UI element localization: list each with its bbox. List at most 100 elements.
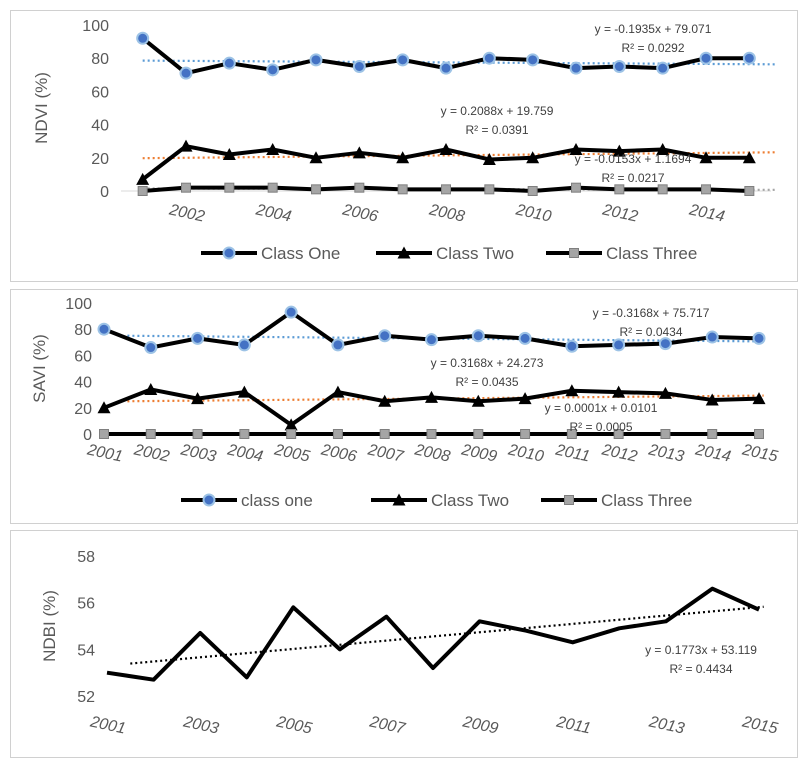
savi-x-tick-2001: 2001: [85, 441, 124, 465]
savi-point-class-one-2004: [239, 339, 250, 350]
ndvi-x-tick-2012: 2012: [600, 201, 639, 225]
savi-y-tick-100: 100: [65, 296, 92, 313]
savi-point-class-three-2009: [474, 430, 483, 439]
ndbi-y-tick-54: 54: [77, 642, 95, 659]
ndbi-y-tick-58: 58: [77, 549, 95, 566]
ndvi-y-tick-0: 0: [100, 184, 109, 201]
ndbi-x-tick-2001: 2001: [88, 713, 127, 737]
savi-chart-panel: 0 20 40 60 80 100 SAVI (%) 2001 2002 2003 2004 2005…: [10, 289, 798, 524]
ndbi-line-1: [107, 589, 759, 680]
ndvi-y-tick-60: 60: [91, 84, 109, 101]
savi-x-tick-2011: 2011: [553, 441, 591, 465]
savi-trend-r2-3: R² = 0.0005: [569, 420, 632, 434]
savi-point-class-three-2005: [287, 430, 296, 439]
savi-point-class-one-2005: [286, 307, 297, 318]
ndbi-chart: 52545658NDBI (%)2001 2003 2005 2007 2009 2011…: [11, 531, 797, 757]
savi-x-tick-2003: 2003: [178, 441, 217, 465]
ndbi-chart-panel: 52 54 56 58 NDBI (%) 2001 2003 2005 2007 2009 2011…: [10, 530, 798, 758]
ndvi-y-tick-80: 80: [91, 51, 109, 68]
savi-point-class-one-2012: [613, 339, 624, 350]
savi-point-class-three-2002: [146, 430, 155, 439]
savi-point-class-one-2015: [754, 333, 765, 344]
ndvi-point-class-one-2013: [657, 63, 668, 74]
ndvi-point-class-three-2005: [312, 185, 321, 194]
savi-point-class-three-2008: [427, 430, 436, 439]
savi-point-class-one-2003: [192, 333, 203, 344]
ndvi-point-class-one-2012: [614, 61, 625, 72]
savi-x-tick-2008: 2008: [412, 441, 451, 465]
ndvi-point-class-three-2014: [702, 185, 711, 194]
savi-x-tick-2012: 2012: [599, 441, 638, 465]
ndbi-x-tick-2005: 2005: [274, 713, 313, 737]
ndvi-point-class-three-2009: [485, 185, 494, 194]
ndvi-series-class-one: [137, 33, 755, 79]
savi-point-class-one-2013: [660, 338, 671, 349]
ndbi-x-tick-2009: 2009: [460, 713, 499, 737]
ndvi-point-class-three-2013: [658, 185, 667, 194]
savi-trend-equation-3: y = 0.0001x + 0.0101: [545, 401, 658, 415]
savi-point-class-three-2007: [380, 430, 389, 439]
ndbi-y-tick-56: 56: [77, 596, 95, 613]
ndvi-point-class-one-2009: [484, 53, 495, 64]
savi-trend-equation-2: y = 0.3168x + 24.273: [431, 356, 544, 370]
ndvi-x-axis: 2002 2004 2006 2008 2010 2012 2014: [167, 201, 726, 225]
ndvi-y-tick-20: 20: [91, 151, 109, 168]
ndvi-x-tick-2006: 2006: [340, 201, 379, 225]
ndbi-trend-r2-1: R² = 0.4434: [669, 662, 732, 676]
ndvi-y-axis: 0 20 40 60 80 100: [82, 18, 109, 201]
savi-point-class-one-2010: [520, 333, 531, 344]
savi-point-class-three-2010: [521, 430, 530, 439]
ndvi-point-class-three-2012: [615, 185, 624, 194]
ndvi-legend-label-class-two: Class Two: [436, 244, 514, 263]
ndvi-point-class-one-2002: [181, 68, 192, 79]
ndvi-trend-equation-1: y = -0.1935x + 79.071: [595, 22, 712, 36]
ndvi-legend-marker-class-one: [224, 248, 235, 259]
ndvi-point-class-three-2003: [225, 183, 234, 192]
ndvi-point-class-one-2004: [267, 64, 278, 75]
savi-point-class-three-2003: [193, 430, 202, 439]
savi-x-tick-2005: 2005: [272, 441, 311, 465]
ndvi-point-class-one-2011: [571, 63, 582, 74]
ndvi-y-tick-100: 100: [82, 18, 109, 35]
ndvi-chart-panel: 0 20 40 60 80 100 NDVI (%) 2002 2004 2006 2008 2010…: [10, 10, 798, 282]
savi-x-tick-2014: 2014: [693, 441, 732, 465]
ndbi-x-tick-2003: 2003: [181, 713, 220, 737]
savi-point-class-one-2011: [566, 341, 577, 352]
ndvi-x-tick-2002: 2002: [167, 201, 206, 225]
ndbi-x-tick-2011: 2011: [554, 713, 592, 737]
ndvi-trend-equation-3: y = -0.0153x + 1.1694: [575, 152, 692, 166]
ndvi-point-class-three-2006: [355, 183, 364, 192]
savi-trend-equation-1: y = -0.3168x + 75.717: [593, 306, 710, 320]
savi-legend-label-class-one: class one: [241, 491, 313, 510]
savi-trend-r2-2: R² = 0.0435: [455, 375, 518, 389]
ndvi-trend-equation-2: y = 0.2088x + 19.759: [441, 104, 554, 118]
ndvi-point-class-three-2010: [528, 187, 537, 196]
savi-chart: 0 20 40 60 80 100 SAVI (%) 2001 2002 2003 2004 2005…: [11, 290, 797, 523]
savi-y-axis-label: SAVI (%): [30, 334, 49, 403]
savi-trend-r2-1: R² = 0.0434: [619, 325, 682, 339]
ndvi-point-class-one-2005: [311, 54, 322, 65]
ndvi-point-class-one-2001: [137, 33, 148, 44]
ndvi-point-class-one-2010: [527, 54, 538, 65]
ndbi-x-tick-2015: 2015: [740, 713, 779, 737]
ndvi-point-class-three-2007: [398, 185, 407, 194]
savi-y-tick-80: 80: [74, 322, 92, 339]
savi-point-class-three-2015: [755, 430, 764, 439]
ndvi-y-tick-40: 40: [91, 118, 109, 135]
savi-legend-marker-class-one: [204, 495, 215, 506]
ndvi-point-class-three-2008: [442, 185, 451, 194]
ndbi-trend-equation-1: y = 0.1773x + 53.119: [645, 643, 757, 657]
ndbi-y-axis-label: NDBI (%): [40, 590, 59, 662]
savi-x-tick-2010: 2010: [506, 441, 545, 465]
savi-y-tick-40: 40: [74, 375, 92, 392]
savi-y-tick-60: 60: [74, 348, 92, 365]
ndvi-legend: Class One Class Two Class Three: [201, 244, 697, 263]
savi-legend-marker-class-three: [565, 496, 574, 505]
savi-point-class-one-2002: [145, 342, 156, 353]
ndvi-trend-r2-2: R² = 0.0391: [465, 123, 528, 137]
savi-legend-label-class-two: Class Two: [431, 491, 509, 510]
ndvi-point-class-three-2002: [182, 183, 191, 192]
savi-x-tick-2007: 2007: [365, 441, 405, 465]
savi-point-class-one-2009: [473, 330, 484, 341]
savi-x-axis: 2001 2002 2003 2004 2005 2006 2007 2008 2009 2010…: [85, 441, 779, 465]
